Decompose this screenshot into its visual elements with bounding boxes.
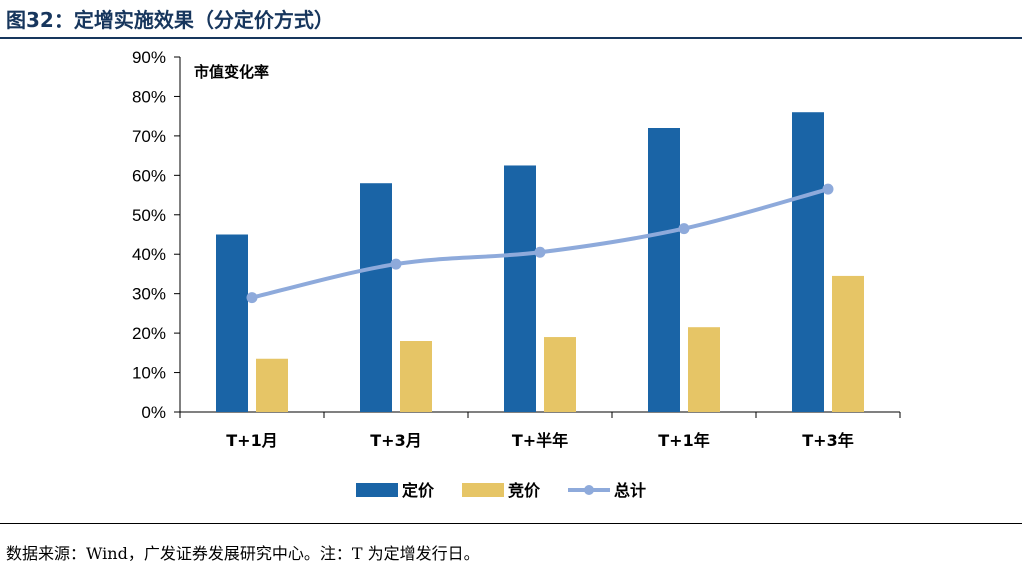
legend-label: 竞价 [508, 481, 541, 500]
legend-label: 定价 [401, 481, 435, 500]
legend-swatch [356, 483, 398, 497]
x-tick-label: T+3月 [370, 431, 421, 450]
title-divider [0, 37, 1022, 39]
y-tick-label: 80% [132, 87, 166, 106]
legend-label: 总计 [614, 481, 646, 500]
y-tick-label: 40% [132, 245, 166, 264]
bar-fixed-price [792, 112, 824, 412]
legend-swatch [462, 483, 504, 497]
x-axis: T+1月 T+3月 T+半年 T+1年 T+3年 [179, 411, 901, 450]
y-tick-label: 60% [132, 166, 166, 185]
total-line-series [246, 183, 834, 304]
figure-title: 图32：定增实施效果（分定价方式） [6, 8, 334, 32]
legend-line-marker [584, 485, 594, 495]
y-tick-label: 70% [132, 127, 166, 146]
total-point [534, 246, 546, 258]
bar-bidding [400, 341, 432, 412]
x-tick-label: T+3年 [802, 431, 853, 450]
footer-divider [0, 523, 1022, 524]
x-tick-label: T+1月 [226, 431, 277, 450]
bars [216, 112, 864, 412]
bar-bidding [256, 358, 288, 412]
total-point [390, 258, 402, 270]
total-point [246, 292, 258, 304]
x-tick-label: T+1年 [658, 431, 709, 450]
total-point [822, 183, 834, 195]
total-point [678, 223, 690, 235]
total-line [251, 187, 829, 300]
y-tick-label: 0% [141, 403, 166, 422]
bar-fixed-price [504, 165, 536, 412]
bar-fixed-price [216, 234, 248, 412]
bar-fixed-price [360, 183, 392, 412]
bar-bidding [544, 337, 576, 412]
source-note: 数据来源：Wind，广发证券发展研究中心。注：T 为定增发行日。 [6, 544, 480, 563]
chart: 0%10%20%30%40%50%60%70%80%90% T+1月 T+3月 T+… [132, 48, 901, 500]
bar-bidding [688, 327, 720, 412]
bar-bidding [832, 275, 864, 412]
legend: 定价 竞价 总计 [356, 481, 646, 500]
chart-inner-label: 市值变化率 [194, 63, 269, 81]
y-tick-label: 10% [132, 364, 166, 383]
y-tick-label: 50% [132, 206, 166, 225]
y-tick-label: 20% [132, 324, 166, 343]
y-tick-label: 90% [132, 48, 166, 67]
bar-fixed-price [648, 128, 680, 412]
x-tick-label: T+半年 [512, 431, 568, 450]
y-tick-label: 30% [132, 285, 166, 304]
y-axis: 0% 10% 20% 30% 40% 50% 60% 70% 80% 90% [132, 48, 181, 422]
